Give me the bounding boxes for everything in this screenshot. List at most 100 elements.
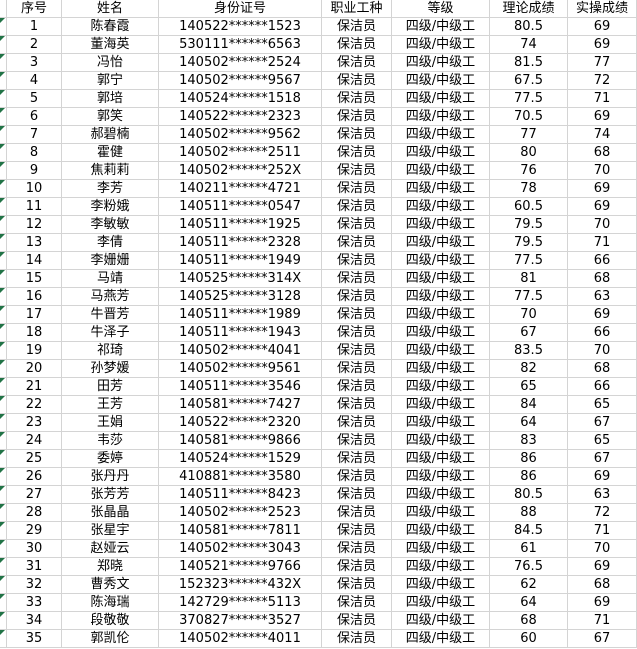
error-indicator-cell[interactable]	[0, 540, 7, 558]
cell-occupation[interactable]: 保洁员	[322, 126, 392, 144]
cell-id-number[interactable]: 140502******2523	[159, 504, 322, 522]
cell-theory-score[interactable]: 81	[490, 270, 568, 288]
cell-level[interactable]: 四级/中级工	[392, 306, 490, 324]
cell-seq[interactable]: 15	[7, 270, 62, 288]
cell-practical-score[interactable]: 69	[568, 306, 637, 324]
cell-practical-score[interactable]: 70	[568, 342, 637, 360]
cell-level[interactable]: 四级/中级工	[392, 594, 490, 612]
cell-level[interactable]: 四级/中级工	[392, 54, 490, 72]
cell-name[interactable]: 李粉娥	[62, 198, 159, 216]
cell-seq[interactable]: 29	[7, 522, 62, 540]
header-spacer-cell[interactable]	[0, 0, 7, 18]
cell-practical-score[interactable]: 70	[568, 162, 637, 180]
cell-level[interactable]: 四级/中级工	[392, 90, 490, 108]
cell-seq[interactable]: 32	[7, 576, 62, 594]
cell-level[interactable]: 四级/中级工	[392, 414, 490, 432]
cell-occupation[interactable]: 保洁员	[322, 306, 392, 324]
header-theory-score[interactable]: 理论成绩	[490, 0, 568, 18]
error-indicator-cell[interactable]	[0, 576, 7, 594]
cell-name[interactable]: 霍健	[62, 144, 159, 162]
cell-level[interactable]: 四级/中级工	[392, 180, 490, 198]
cell-name[interactable]: 董海英	[62, 36, 159, 54]
cell-theory-score[interactable]: 79.5	[490, 234, 568, 252]
cell-id-number[interactable]: 140511******8423	[159, 486, 322, 504]
cell-name[interactable]: 焦莉莉	[62, 162, 159, 180]
cell-id-number[interactable]: 140581******7811	[159, 522, 322, 540]
cell-id-number[interactable]: 410881******3580	[159, 468, 322, 486]
cell-id-number[interactable]: 140581******7427	[159, 396, 322, 414]
cell-id-number[interactable]: 140502******2524	[159, 54, 322, 72]
error-indicator-cell[interactable]	[0, 162, 7, 180]
cell-name[interactable]: 王娟	[62, 414, 159, 432]
cell-practical-score[interactable]: 68	[568, 144, 637, 162]
cell-id-number[interactable]: 140511******1943	[159, 324, 322, 342]
cell-seq[interactable]: 28	[7, 504, 62, 522]
cell-name[interactable]: 祁琦	[62, 342, 159, 360]
cell-practical-score[interactable]: 69	[568, 558, 637, 576]
cell-seq[interactable]: 9	[7, 162, 62, 180]
cell-occupation[interactable]: 保洁员	[322, 414, 392, 432]
cell-name[interactable]: 冯怡	[62, 54, 159, 72]
cell-occupation[interactable]: 保洁员	[322, 90, 392, 108]
cell-level[interactable]: 四级/中级工	[392, 630, 490, 648]
cell-id-number[interactable]: 530111******6563	[159, 36, 322, 54]
cell-level[interactable]: 四级/中级工	[392, 486, 490, 504]
cell-seq[interactable]: 25	[7, 450, 62, 468]
cell-occupation[interactable]: 保洁员	[322, 252, 392, 270]
cell-seq[interactable]: 18	[7, 324, 62, 342]
error-indicator-cell[interactable]	[0, 432, 7, 450]
cell-id-number[interactable]: 140502******2511	[159, 144, 322, 162]
error-indicator-cell[interactable]	[0, 108, 7, 126]
error-indicator-cell[interactable]	[0, 378, 7, 396]
error-indicator-cell[interactable]	[0, 126, 7, 144]
cell-seq[interactable]: 5	[7, 90, 62, 108]
cell-name[interactable]: 郭宁	[62, 72, 159, 90]
cell-practical-score[interactable]: 69	[568, 36, 637, 54]
cell-id-number[interactable]: 140511******1925	[159, 216, 322, 234]
cell-id-number[interactable]: 140524******1529	[159, 450, 322, 468]
cell-occupation[interactable]: 保洁员	[322, 576, 392, 594]
error-indicator-cell[interactable]	[0, 414, 7, 432]
cell-name[interactable]: 李倩	[62, 234, 159, 252]
cell-occupation[interactable]: 保洁员	[322, 360, 392, 378]
header-practical-score[interactable]: 实操成绩	[568, 0, 637, 18]
cell-seq[interactable]: 12	[7, 216, 62, 234]
cell-id-number[interactable]: 140502******9567	[159, 72, 322, 90]
cell-name[interactable]: 王芳	[62, 396, 159, 414]
cell-practical-score[interactable]: 69	[568, 108, 637, 126]
error-indicator-cell[interactable]	[0, 198, 7, 216]
error-indicator-cell[interactable]	[0, 558, 7, 576]
cell-name[interactable]: 孙梦媛	[62, 360, 159, 378]
cell-practical-score[interactable]: 69	[568, 468, 637, 486]
cell-practical-score[interactable]: 70	[568, 216, 637, 234]
cell-seq[interactable]: 27	[7, 486, 62, 504]
cell-practical-score[interactable]: 67	[568, 630, 637, 648]
cell-theory-score[interactable]: 88	[490, 504, 568, 522]
cell-seq[interactable]: 24	[7, 432, 62, 450]
cell-theory-score[interactable]: 65	[490, 378, 568, 396]
cell-level[interactable]: 四级/中级工	[392, 234, 490, 252]
cell-name[interactable]: 委婷	[62, 450, 159, 468]
cell-level[interactable]: 四级/中级工	[392, 18, 490, 36]
error-indicator-cell[interactable]	[0, 270, 7, 288]
cell-practical-score[interactable]: 68	[568, 360, 637, 378]
cell-seq[interactable]: 20	[7, 360, 62, 378]
cell-theory-score[interactable]: 81.5	[490, 54, 568, 72]
cell-occupation[interactable]: 保洁员	[322, 234, 392, 252]
cell-occupation[interactable]: 保洁员	[322, 558, 392, 576]
cell-seq[interactable]: 13	[7, 234, 62, 252]
cell-level[interactable]: 四级/中级工	[392, 432, 490, 450]
cell-seq[interactable]: 11	[7, 198, 62, 216]
cell-theory-score[interactable]: 84.5	[490, 522, 568, 540]
cell-level[interactable]: 四级/中级工	[392, 612, 490, 630]
cell-occupation[interactable]: 保洁员	[322, 288, 392, 306]
cell-id-number[interactable]: 140502******252X	[159, 162, 322, 180]
cell-name[interactable]: 李敏敏	[62, 216, 159, 234]
cell-practical-score[interactable]: 71	[568, 612, 637, 630]
cell-name[interactable]: 马燕芳	[62, 288, 159, 306]
error-indicator-cell[interactable]	[0, 450, 7, 468]
cell-practical-score[interactable]: 66	[568, 378, 637, 396]
cell-theory-score[interactable]: 70	[490, 306, 568, 324]
cell-occupation[interactable]: 保洁员	[322, 54, 392, 72]
cell-level[interactable]: 四级/中级工	[392, 558, 490, 576]
